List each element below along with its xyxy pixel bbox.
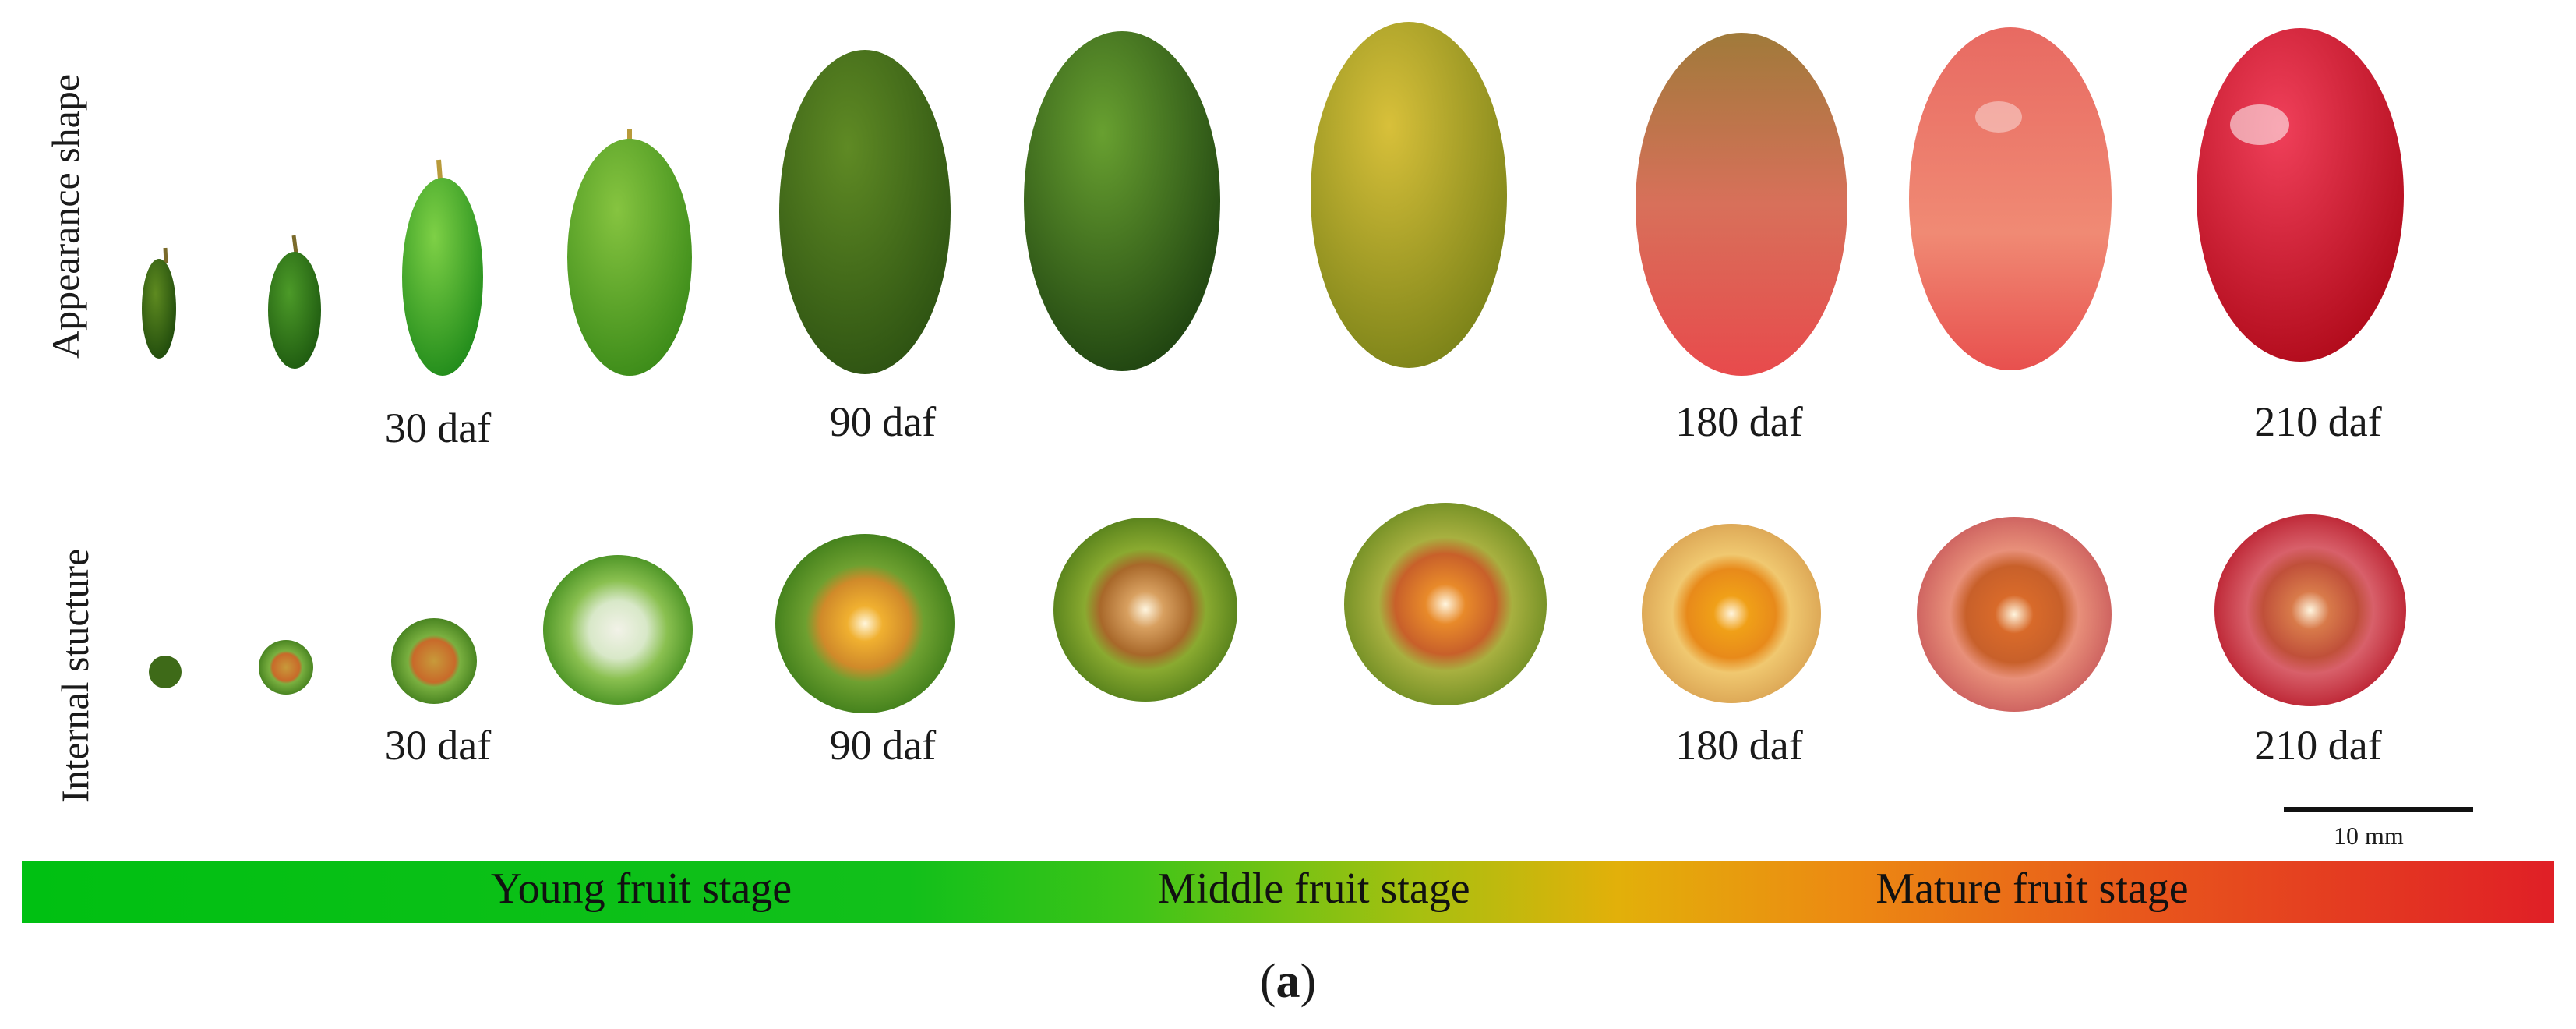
stage-young: Young fruit stage <box>490 865 792 913</box>
whole-fruit <box>1636 33 1847 376</box>
cross-section <box>543 555 693 705</box>
scale-bar-label: 10 mm <box>2334 822 2404 850</box>
cross-section <box>1917 517 2112 712</box>
row-label-appearance: Appearance shape <box>44 73 87 359</box>
whole-fruit <box>268 252 321 369</box>
cross-section <box>391 618 477 704</box>
daf-label: 90 daf <box>829 398 937 445</box>
cross-section <box>149 656 182 688</box>
daf-label: 180 daf <box>1675 722 1803 769</box>
daf-label: 30 daf <box>384 405 492 451</box>
stage-middle: Middle fruit stage <box>1157 865 1470 913</box>
cross-section <box>2214 514 2406 706</box>
daf-label: 180 daf <box>1675 398 1803 445</box>
cross-section <box>259 640 313 695</box>
cross-section <box>1344 503 1547 705</box>
whole-fruit <box>142 259 176 359</box>
whole-fruit <box>779 50 951 374</box>
cross-section <box>1053 518 1237 702</box>
caption-open: ( <box>1259 955 1276 1008</box>
caption-letter: a <box>1276 955 1300 1008</box>
whole-fruit <box>2197 28 2404 362</box>
caption-close: ) <box>1300 955 1317 1008</box>
stage-gradient-bar <box>22 861 2554 923</box>
daf-label: 210 daf <box>2254 722 2382 769</box>
whole-fruit <box>1024 31 1220 371</box>
whole-fruit <box>1909 27 2112 370</box>
row-label-internal: Internal stucture <box>53 548 97 803</box>
cross-section <box>1642 524 1821 703</box>
appearance-row <box>142 22 2404 376</box>
daf-label: 90 daf <box>829 722 937 769</box>
cross-section <box>775 534 955 713</box>
scale-bar <box>2284 807 2473 812</box>
daf-label: 210 daf <box>2254 398 2382 445</box>
whole-fruit <box>567 139 692 376</box>
figure-caption: (a) <box>1260 954 1316 1010</box>
internal-row <box>149 503 2406 713</box>
stage-mature: Mature fruit stage <box>1876 865 2189 913</box>
whole-fruit <box>1311 22 1507 368</box>
daf-label: 30 daf <box>384 722 492 769</box>
whole-fruit <box>402 178 483 376</box>
